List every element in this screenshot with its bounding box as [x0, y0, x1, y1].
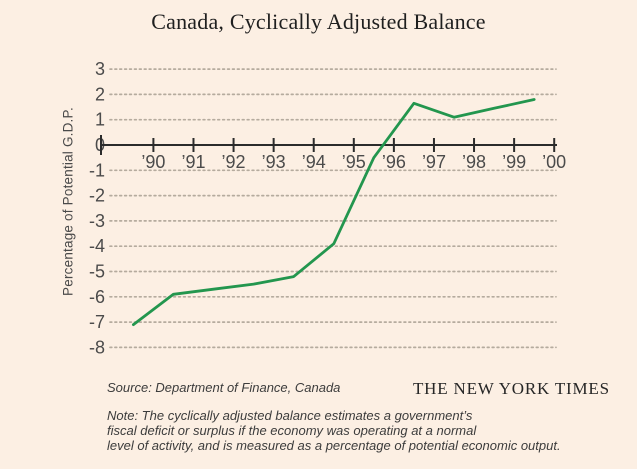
chart-title: Canada, Cyclically Adjusted Balance [151, 9, 486, 34]
x-tick-label: ’99 [502, 152, 526, 172]
x-tick-label: ’92 [222, 152, 246, 172]
x-tick-label: ’90 [141, 152, 165, 172]
note-text: Note: The cyclically adjusted balance es… [107, 408, 561, 454]
y-tick-label: -2 [89, 186, 105, 206]
x-tick-label: ’95 [342, 152, 366, 172]
x-tick-label: ’96 [382, 152, 406, 172]
y-tick-label: -7 [89, 312, 105, 332]
note-line-1: Note: The cyclically adjusted balance es… [107, 408, 473, 423]
y-tick-label: -6 [89, 287, 105, 307]
x-tick-label: ’91 [181, 152, 205, 172]
y-tick-label: 0 [95, 135, 105, 155]
x-tick-label: ’98 [462, 152, 486, 172]
x-tick-label: ’93 [262, 152, 286, 172]
y-tick-label: -8 [89, 337, 105, 357]
y-tick-label: -4 [89, 236, 105, 256]
y-tick-label: 2 [95, 84, 105, 104]
x-tick-label: ’94 [302, 152, 326, 172]
x-tick-label: ’00 [542, 152, 566, 172]
nyt-credit: THE NEW YORK TIMES [413, 379, 610, 398]
x-tick-label: ’97 [422, 152, 446, 172]
note-line-2: fiscal deficit or surplus if the economy… [107, 422, 477, 438]
y-tick-label: 1 [95, 110, 105, 130]
y-tick-label: 3 [95, 59, 105, 79]
note-line-3: level of activity, and is measured as a … [107, 437, 561, 453]
source-text: Source: Department of Finance, Canada [107, 380, 341, 395]
y-tick-label: -1 [89, 160, 105, 180]
y-tick-label: -3 [89, 211, 105, 231]
data-line [131, 98, 536, 327]
y-tick-label: -5 [89, 262, 105, 282]
